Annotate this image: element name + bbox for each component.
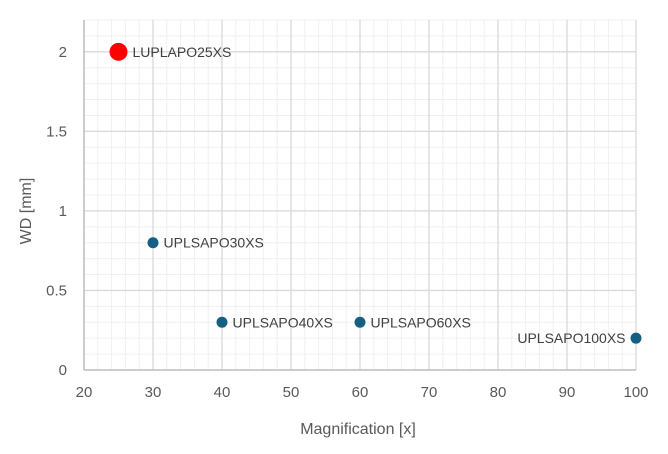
y-tick-label: 2 xyxy=(59,44,67,61)
x-tick-label: 100 xyxy=(623,384,648,401)
x-tick-label: 70 xyxy=(421,384,438,401)
x-tick-label: 20 xyxy=(76,384,93,401)
data-point-label: LUPLAPO25XS xyxy=(133,44,232,60)
data-point xyxy=(216,316,228,328)
x-axis-title: Magnification [x] xyxy=(300,421,416,438)
data-point-label: UPLSAPO40XS xyxy=(233,314,333,330)
y-axis-tick-labels: 0 0.5 1 1.5 2 xyxy=(46,44,67,379)
y-tick-label: 1.5 xyxy=(46,123,67,140)
data-points: LUPLAPO25XS UPLSAPO30XS UPLSAPO40XS UPLSAPO… xyxy=(109,42,642,346)
data-point-label: UPLSAPO60XS xyxy=(371,314,471,330)
data-point-label: UPLSAPO30XS xyxy=(164,235,264,251)
x-tick-label: 60 xyxy=(352,384,369,401)
y-tick-label: 1 xyxy=(59,203,67,220)
y-axis-title: WD [mm] xyxy=(18,178,35,245)
data-point xyxy=(354,316,366,328)
x-tick-label: 80 xyxy=(490,384,507,401)
data-point-label: UPLSAPO100XS xyxy=(517,330,625,346)
x-tick-label: 40 xyxy=(214,384,231,401)
y-tick-label: 0.5 xyxy=(46,282,67,299)
x-axis-tick-labels: 20 30 40 50 60 70 80 90 100 xyxy=(76,384,649,401)
x-tick-label: 30 xyxy=(145,384,162,401)
x-tick-label: 90 xyxy=(559,384,576,401)
data-point xyxy=(630,332,642,344)
axes xyxy=(83,20,636,371)
x-tick-label: 50 xyxy=(283,384,300,401)
y-tick-label: 0 xyxy=(59,362,67,379)
data-point xyxy=(109,42,128,61)
data-point xyxy=(147,237,159,249)
